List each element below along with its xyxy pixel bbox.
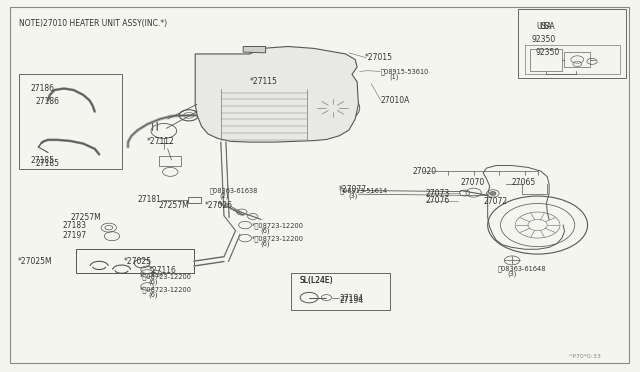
Bar <box>525 45 620 74</box>
Bar <box>518 9 626 78</box>
Text: *Ⓝ08723-12200: *Ⓝ08723-12200 <box>252 222 303 229</box>
Text: *Ⓝ08723-12200: *Ⓝ08723-12200 <box>140 286 191 293</box>
Text: *27015: *27015 <box>365 53 393 62</box>
Text: NOTE)27010 HEATER UNIT ASSY(INC.*): NOTE)27010 HEATER UNIT ASSY(INC.*) <box>19 19 167 28</box>
Text: 92350: 92350 <box>535 48 559 57</box>
Text: *Ⓝ08723-12200: *Ⓝ08723-12200 <box>140 273 191 280</box>
Text: 27070: 27070 <box>461 178 485 187</box>
Text: (6): (6) <box>148 279 158 285</box>
Text: SL(L24E): SL(L24E) <box>300 276 333 285</box>
Bar <box>76 249 194 273</box>
Text: *27026: *27026 <box>205 201 233 210</box>
Text: 27194: 27194 <box>339 296 364 305</box>
Text: Ⓝ08313-51614: Ⓝ08313-51614 <box>339 187 387 194</box>
Text: *27116: *27116 <box>148 266 177 275</box>
Text: 27020: 27020 <box>413 167 437 176</box>
Text: ⓜ08915-53610: ⓜ08915-53610 <box>380 68 429 75</box>
Text: (6): (6) <box>260 228 270 234</box>
Text: ^P70*0:33: ^P70*0:33 <box>568 354 602 359</box>
Text: SL(L24E): SL(L24E) <box>300 276 333 285</box>
Text: (6): (6) <box>148 292 158 298</box>
Text: 27183: 27183 <box>62 221 86 230</box>
Text: (2): (2) <box>219 192 228 199</box>
Text: USA: USA <box>539 22 554 31</box>
Text: 27186: 27186 <box>31 84 55 93</box>
Text: 27185: 27185 <box>35 159 60 168</box>
Text: 27010A: 27010A <box>381 96 410 105</box>
Text: *Ⓝ08723-12200: *Ⓝ08723-12200 <box>252 235 303 242</box>
Text: 27194: 27194 <box>339 294 364 303</box>
Bar <box>530 49 562 71</box>
Text: 27185: 27185 <box>31 156 55 165</box>
Text: (1): (1) <box>389 73 399 80</box>
Text: 27065: 27065 <box>512 178 536 187</box>
Bar <box>291 273 390 310</box>
Text: Ⓝ08363-61638: Ⓝ08363-61638 <box>210 187 259 194</box>
Text: *27115: *27115 <box>250 77 278 86</box>
Text: 27257M: 27257M <box>159 201 189 210</box>
Text: (3): (3) <box>348 192 358 199</box>
Text: 27186: 27186 <box>35 97 60 106</box>
Circle shape <box>490 192 496 195</box>
Text: 27181: 27181 <box>138 195 161 203</box>
Text: *27025: *27025 <box>124 257 152 266</box>
Bar <box>188 197 201 203</box>
Text: 27073: 27073 <box>426 189 450 198</box>
Text: 92350: 92350 <box>531 35 556 44</box>
Text: Ⓝ08363-61648: Ⓝ08363-61648 <box>498 265 547 272</box>
Text: 27076: 27076 <box>426 196 450 205</box>
Polygon shape <box>243 46 266 53</box>
Text: *27077: *27077 <box>339 185 367 194</box>
Text: USA: USA <box>536 22 552 31</box>
Bar <box>564 52 590 67</box>
Polygon shape <box>195 46 358 142</box>
Text: *27112: *27112 <box>147 137 175 146</box>
Text: (6): (6) <box>260 241 270 247</box>
Bar <box>19 74 122 169</box>
Text: 27072: 27072 <box>484 197 508 206</box>
Text: (3): (3) <box>507 270 516 277</box>
Text: 27197: 27197 <box>62 231 86 240</box>
Text: *27025M: *27025M <box>18 257 52 266</box>
Text: 27257M: 27257M <box>70 213 101 222</box>
Bar <box>159 156 181 166</box>
